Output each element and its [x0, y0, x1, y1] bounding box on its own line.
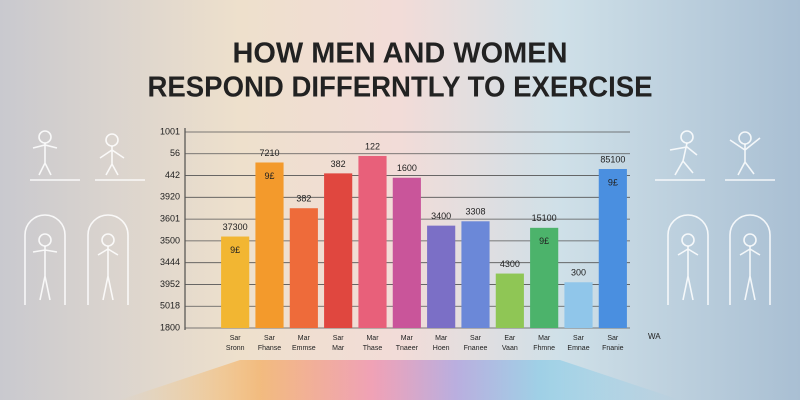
- x-tick-label: Fnanie: [602, 345, 624, 352]
- x-tick-label: Sar: [573, 335, 585, 342]
- bar-label: 382: [296, 194, 311, 204]
- bar-label: 1600: [397, 163, 417, 173]
- x-tick-label: Ear: [504, 335, 516, 342]
- x-tick-label: Mar: [401, 335, 414, 342]
- y-tick-label: 3500: [160, 235, 180, 245]
- bar-note: 9£: [539, 236, 549, 246]
- x-tick-label: Vaan: [502, 345, 518, 352]
- x-tick-label: Hoen: [433, 345, 450, 352]
- x-tick-label: Fhanse: [258, 345, 281, 352]
- bar: [427, 225, 456, 328]
- x-tick-label: Mar: [366, 335, 379, 342]
- bar: [358, 155, 387, 328]
- y-tick-label: 5018: [160, 301, 180, 311]
- bar: [598, 169, 627, 328]
- bar: [530, 227, 559, 328]
- x-tick-label: Mar: [298, 335, 311, 342]
- bar: [255, 162, 284, 328]
- bar-label: 37300: [223, 222, 248, 232]
- y-tick-label: 3920: [160, 192, 180, 202]
- chart-title: RESPOND DIFFERNTLY TO EXERCISE: [148, 72, 653, 104]
- x-tick-label: Fnanee: [464, 345, 488, 352]
- bar: [564, 282, 593, 328]
- bar-note: 9£: [264, 171, 274, 181]
- bar: [289, 208, 318, 328]
- bar-label: 300: [571, 268, 586, 278]
- bar-label: 4300: [500, 259, 520, 269]
- bar-label: 3308: [465, 207, 485, 217]
- light-rays: [120, 360, 680, 400]
- chart-title: HOW MEN AND WOMEN: [233, 38, 568, 70]
- y-tick-label: 442: [165, 170, 180, 180]
- y-tick-label: 3601: [160, 213, 180, 223]
- y-tick-label: 1800: [160, 322, 180, 332]
- y-tick-label: 56: [170, 148, 180, 158]
- x-tick-label: Mar: [332, 345, 345, 352]
- bar-label: 122: [365, 141, 380, 151]
- bar: [461, 221, 490, 328]
- x-tick-label: Tnaeer: [396, 345, 419, 352]
- x-tick-label: Mar: [538, 335, 551, 342]
- bar-label: 3400: [431, 211, 451, 221]
- x-tick-label: Sar: [607, 335, 619, 342]
- x-tick-label: Sar: [333, 335, 345, 342]
- bar-note: 9£: [230, 245, 240, 255]
- bar: [495, 273, 524, 328]
- x-tick-label: Thase: [363, 345, 383, 352]
- x-tick-label: Emmse: [292, 345, 316, 352]
- bar: [324, 173, 353, 328]
- y-tick-label: 1001: [160, 126, 180, 136]
- x-tick-label: Mar: [435, 335, 448, 342]
- bar-label: 15100: [532, 213, 557, 223]
- bar: [392, 177, 421, 328]
- decor-figures: [24, 130, 775, 305]
- x-tick-label: Sar: [470, 335, 482, 342]
- x-axis-note: WA: [648, 332, 661, 341]
- x-tick-label: Sronn: [226, 345, 245, 352]
- bar-label: 7210: [259, 148, 279, 158]
- bar-label: 85100: [600, 154, 625, 164]
- x-tick-label: Sar: [264, 335, 276, 342]
- y-tick-label: 3444: [160, 257, 180, 267]
- bar-label: 382: [331, 159, 346, 169]
- y-tick-label: 3952: [160, 279, 180, 289]
- x-tick-label: Sar: [230, 335, 242, 342]
- x-tick-label: Fhmne: [533, 345, 555, 352]
- x-tick-label: Emnae: [567, 345, 589, 352]
- bar-note: 9£: [608, 177, 618, 187]
- bar: [221, 236, 250, 328]
